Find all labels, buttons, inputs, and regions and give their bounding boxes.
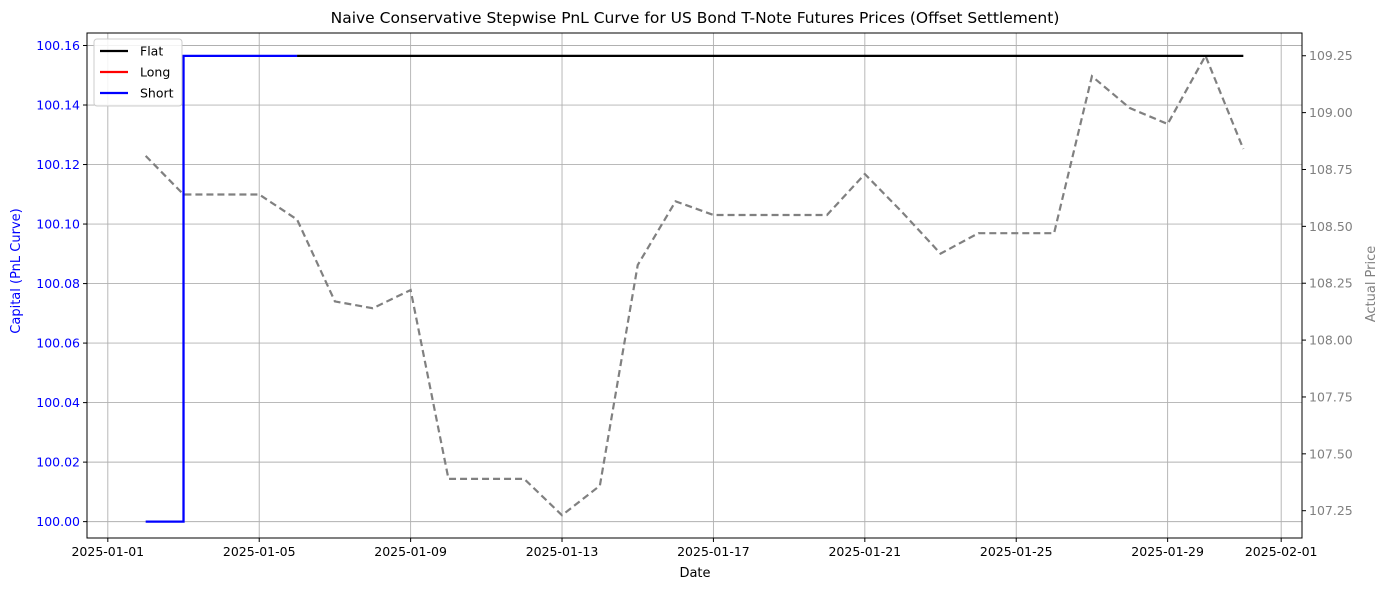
chart-title: Naive Conservative Stepwise PnL Curve fo… — [331, 9, 1060, 27]
y-right-tick-label: 107.75 — [1309, 389, 1353, 404]
y-right-axis-label: Actual Price — [1364, 246, 1379, 323]
y-left-tick-label: 100.12 — [36, 157, 80, 172]
x-tick-label: 2025-01-29 — [1131, 544, 1204, 559]
y-right-tick-label: 109.25 — [1309, 48, 1353, 63]
pnl-layer — [145, 54, 1244, 523]
y-right-axis-ticks: 107.25 107.50 107.75 108.00 108.25 108.50 108.… — [1302, 48, 1353, 518]
x-tick-label: 2025-01-17 — [677, 544, 750, 559]
legend-label-short: Short — [140, 86, 174, 101]
price-layer — [144, 53, 1245, 517]
y-right-tick-label: 108.50 — [1309, 219, 1353, 234]
x-tick-label: 2025-01-01 — [71, 544, 144, 559]
y-right-tick-label: 107.25 — [1309, 503, 1353, 518]
x-tick-label: 2025-01-13 — [526, 544, 599, 559]
x-tick-label: 2025-02-01 — [1245, 544, 1318, 559]
y-left-tick-label: 100.06 — [36, 336, 80, 351]
x-tick-label: 2025-01-25 — [980, 544, 1053, 559]
y-left-tick-label: 100.08 — [36, 276, 80, 291]
x-tick-label: 2025-01-09 — [374, 544, 447, 559]
pnl-line-short — [145, 54, 298, 523]
y-left-tick-label: 100.00 — [36, 514, 80, 529]
y-right-tick-label: 108.25 — [1309, 276, 1353, 291]
price-line — [144, 53, 1245, 517]
y-left-tick-label: 100.04 — [36, 395, 80, 410]
y-right-tick-label: 108.00 — [1309, 333, 1353, 348]
y-left-tick-label: 100.16 — [36, 38, 80, 53]
y-left-axis-ticks: 100.00 100.02 100.04 100.06 100.08 100.10 100.… — [36, 38, 87, 529]
x-axis-ticks: 2025-01-01 2025-01-05 2025-01-09 2025-01-13… — [71, 538, 1318, 559]
x-tick-label: 2025-01-05 — [223, 544, 296, 559]
legend-label-flat: Flat — [140, 44, 163, 59]
x-axis-label: Date — [679, 566, 710, 581]
legend-box — [93, 38, 183, 107]
y-left-tick-label: 100.02 — [36, 455, 80, 470]
y-right-tick-label: 109.00 — [1309, 105, 1353, 120]
y-right-tick-label: 108.75 — [1309, 162, 1353, 177]
y-left-axis-label: Capital (PnL Curve) — [9, 208, 24, 333]
grid — [87, 33, 1302, 538]
legend: Flat Long Short — [93, 38, 183, 107]
x-tick-label: 2025-01-21 — [828, 544, 901, 559]
y-left-tick-label: 100.14 — [36, 98, 80, 113]
plot-frame — [86, 32, 1303, 539]
y-right-tick-label: 107.50 — [1309, 446, 1353, 461]
y-left-tick-label: 100.10 — [36, 217, 80, 232]
legend-label-long: Long — [140, 65, 170, 80]
